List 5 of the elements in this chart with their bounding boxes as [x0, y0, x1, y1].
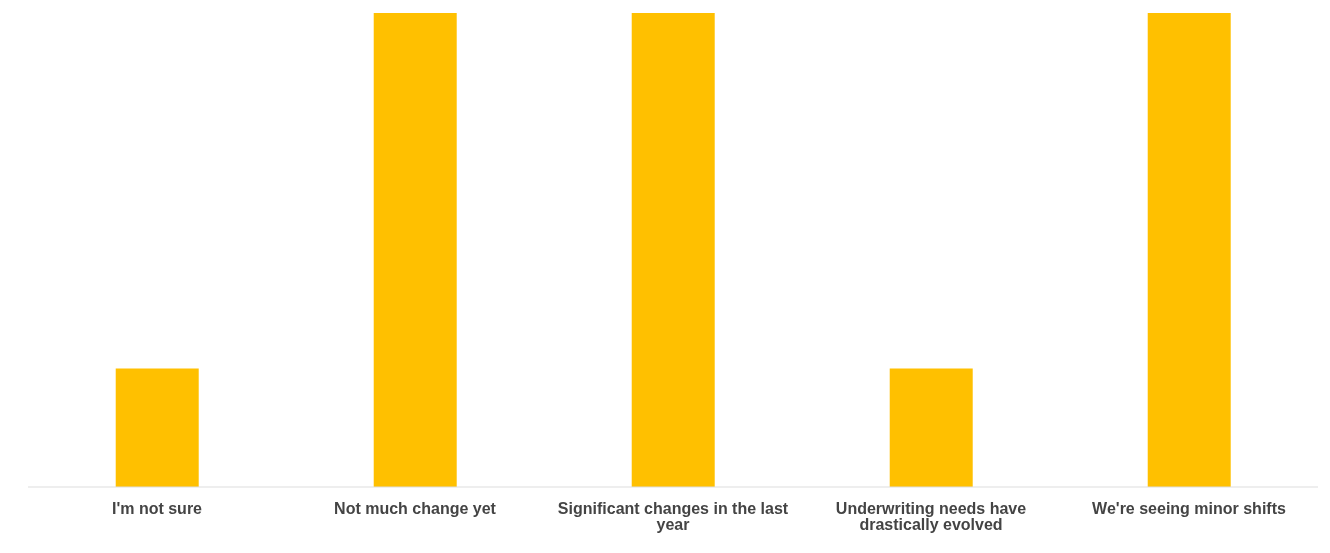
x-tick-label: We're seeing minor shifts	[1092, 500, 1286, 518]
x-tick-label: I'm not sure	[111, 500, 203, 518]
x-tick-label: Not much change yet	[334, 500, 497, 518]
x-tick-label: Underwriting needs have drastically evolved	[835, 500, 1027, 534]
x-tick-label: Significant changes in the last year	[557, 500, 789, 534]
